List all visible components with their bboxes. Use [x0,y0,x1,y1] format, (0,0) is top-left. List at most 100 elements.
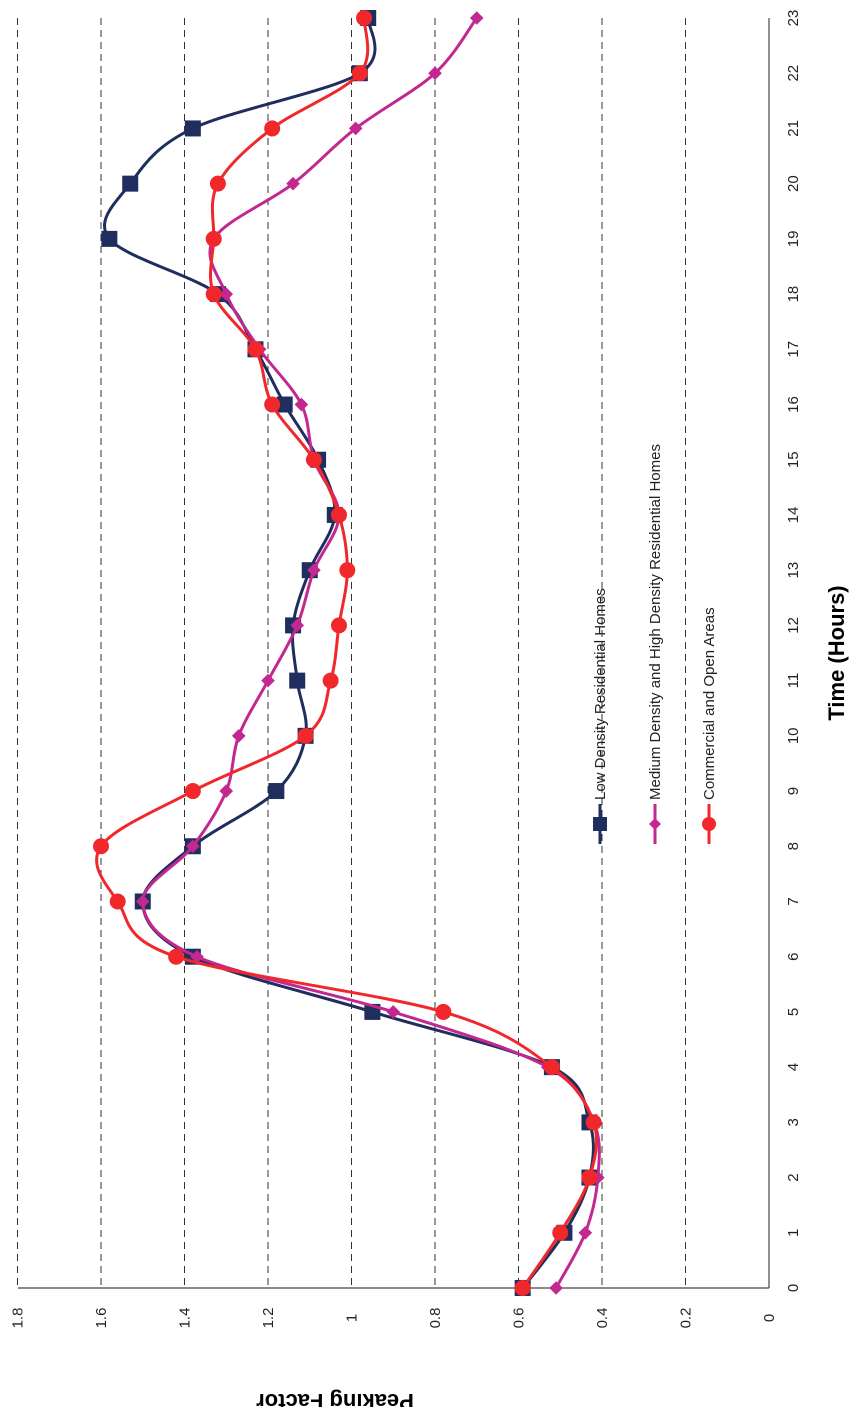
data-point [219,287,234,301]
data-point [330,506,347,523]
x-tick-label: 10 [785,727,802,744]
data-point [286,176,300,191]
legend-marker [702,817,716,831]
legend-label: Medium Density and High Density Resident… [647,444,664,800]
data-point [186,839,200,854]
x-tick-label: 7 [785,897,802,905]
y-axis-title: Peaking Factor [256,1389,414,1407]
data-point [307,563,321,577]
legend-entry-medium-high-density: Medium Density and High Density Resident… [647,444,664,844]
x-tick-label: 20 [785,175,802,192]
y-tick-label: 0 [761,1314,778,1322]
data-point [101,230,118,247]
data-point [322,672,339,689]
x-tick-label: 17 [785,341,802,358]
data-point [297,727,314,744]
x-tick-label: 2 [785,1173,802,1181]
y-tick-label: 0.6 [511,1308,528,1329]
gridlines [17,18,686,1288]
data-point [219,784,234,798]
data-point [205,286,222,303]
data-point [268,783,285,800]
x-tick-label: 13 [785,562,802,579]
x-tick-label: 6 [785,953,802,961]
data-point [184,120,201,137]
data-point [184,783,201,800]
data-point [578,1225,593,1240]
data-point [261,673,275,688]
data-point [276,396,293,413]
y-tick-label: 1.6 [93,1308,110,1329]
data-point [386,1005,401,1019]
x-tick-label: 14 [785,507,802,524]
data-point [264,396,281,413]
y-tick-label: 1.2 [260,1308,277,1329]
data-point [231,729,246,743]
y-tick-label: 1.4 [177,1308,194,1329]
x-tick-label: 4 [785,1063,802,1071]
legend-entry-commercial-open: Commercial and Open Areas [701,607,718,844]
data-point [549,1281,563,1295]
x-tick-label: 18 [785,286,802,303]
data-point [330,617,347,634]
data-point [264,120,281,137]
x-tick-label: 5 [785,1008,802,1016]
x-tick-label: 9 [785,787,802,795]
y-tick-label: 1 [344,1314,361,1322]
data-point [469,11,484,25]
series-line-low-density [102,17,595,1289]
legend-label: Commercial and Open Areas [701,607,718,800]
x-axis-title: Time (Hours) [824,585,849,720]
x-tick-label: 23 [785,10,802,27]
legend-entry-low-density: Low Density Residential Homes [592,588,609,844]
data-point [552,1224,569,1241]
data-point [289,672,306,689]
y-tick-labels: 0 0.2 0.4 0.6 0.8 1 1.2 1.4 1.6 1.8 [10,1308,779,1329]
data-point [122,175,139,192]
data-point [356,10,373,26]
x-tick-label: 22 [785,65,802,82]
data-point [435,1003,452,1020]
data-point [581,1169,598,1186]
legend-marker [649,818,661,830]
legend-label: Low Density Residential Homes [592,588,609,800]
legend: Low Density Residential Homes Medium Dens… [592,444,718,844]
x-tick-label: 11 [785,673,802,689]
x-tick-label: 12 [785,617,802,634]
x-tick-label: 16 [785,396,802,413]
series [93,10,605,1296]
x-tick-label: 3 [785,1118,802,1126]
series-medium-high-density [135,11,605,1295]
data-point [543,1059,560,1076]
x-tick-label: 1 [785,1229,802,1237]
data-point [247,341,264,358]
data-point [93,838,109,855]
x-tick-label: 0 [785,1284,802,1292]
data-point [168,948,185,965]
y-tick-label: 1.8 [10,1308,27,1329]
y-tick-label: 0.2 [678,1308,695,1329]
x-tick-label: 8 [785,842,802,850]
data-point [109,893,126,910]
data-point [585,1114,602,1131]
data-point [209,175,226,192]
data-point [290,618,305,633]
data-point [135,894,150,909]
series-low-density [101,10,598,1296]
x-tick-label: 15 [785,451,802,468]
data-point [294,397,309,412]
axes [18,18,770,1289]
x-tick-label: 21 [785,120,802,137]
data-point [190,949,204,964]
data-point [339,562,356,579]
data-point [514,1280,531,1296]
legend-marker [593,817,607,831]
series-commercial-open [93,10,602,1296]
y-tick-label: 0.8 [427,1308,444,1329]
data-point [348,121,363,136]
x-tick-label: 19 [785,231,802,248]
data-point [351,65,368,82]
data-point [305,451,322,468]
